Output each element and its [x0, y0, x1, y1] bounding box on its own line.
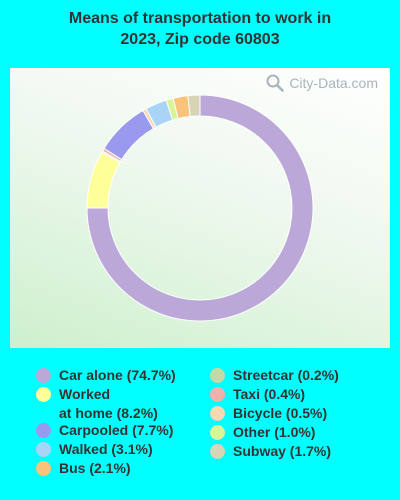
- magnifier-icon: [266, 74, 285, 92]
- legend-swatch: [36, 387, 51, 402]
- legend-label: Other (1.0%): [233, 424, 316, 440]
- legend-item-bicycle: Bicycle (0.5%): [210, 404, 327, 423]
- legend-label: Worked at home (8.2%): [59, 386, 158, 421]
- legend-label: Walked (3.1%): [59, 441, 153, 457]
- chart-title-line-1: Means of transportation to work in: [68, 10, 332, 27]
- legend-swatch: [36, 442, 51, 457]
- donut-chart: [86, 94, 314, 322]
- legend-item-other: Other (1.0%): [210, 423, 315, 442]
- legend-item-car-alone: Car alone (74.7%): [36, 366, 176, 385]
- watermark: City-Data.com: [266, 74, 378, 92]
- legend-label: Carpooled (7.7%): [59, 422, 174, 438]
- legend: Car alone (74.7%) Worked at home (8.2%) Ca…: [0, 366, 400, 496]
- legend-swatch: [210, 425, 225, 440]
- legend-swatch: [210, 406, 225, 421]
- legend-swatch: [210, 387, 225, 402]
- slice-worked-at-home: [86, 151, 121, 209]
- legend-item-walked: Walked (3.1%): [36, 440, 153, 459]
- legend-label: Car alone (74.7%): [59, 367, 176, 383]
- slice-subway: [187, 94, 201, 118]
- legend-label: Bicycle (0.5%): [233, 405, 328, 421]
- watermark-text: City-Data.com: [289, 75, 378, 91]
- legend-label: Bus (2.1%): [59, 460, 131, 476]
- chart-title: Means of transportation to work in 2023,…: [0, 8, 400, 50]
- legend-item-streetcar: Streetcar (0.2%): [210, 366, 339, 385]
- chart-panel: City-Data.com: [10, 68, 390, 348]
- legend-swatch: [36, 461, 51, 476]
- legend-item-taxi: Taxi (0.4%): [210, 385, 305, 404]
- legend-item-worked-at-home: Worked at home (8.2%): [36, 385, 158, 423]
- slice-car-alone: [86, 94, 314, 322]
- slice-carpooled: [103, 109, 155, 161]
- legend-item-carpooled: Carpooled (7.7%): [36, 421, 173, 440]
- legend-item-bus: Bus (2.1%): [36, 459, 131, 478]
- legend-label: Streetcar (0.2%): [233, 367, 339, 383]
- legend-swatch: [36, 423, 51, 438]
- chart-title-line-2: 2023, Zip code 60803: [120, 31, 280, 48]
- legend-label: Subway (1.7%): [233, 443, 332, 459]
- legend-item-subway: Subway (1.7%): [210, 442, 331, 461]
- legend-label: Taxi (0.4%): [233, 386, 306, 402]
- legend-swatch: [36, 368, 51, 383]
- legend-swatch: [210, 368, 225, 383]
- legend-swatch: [210, 444, 225, 459]
